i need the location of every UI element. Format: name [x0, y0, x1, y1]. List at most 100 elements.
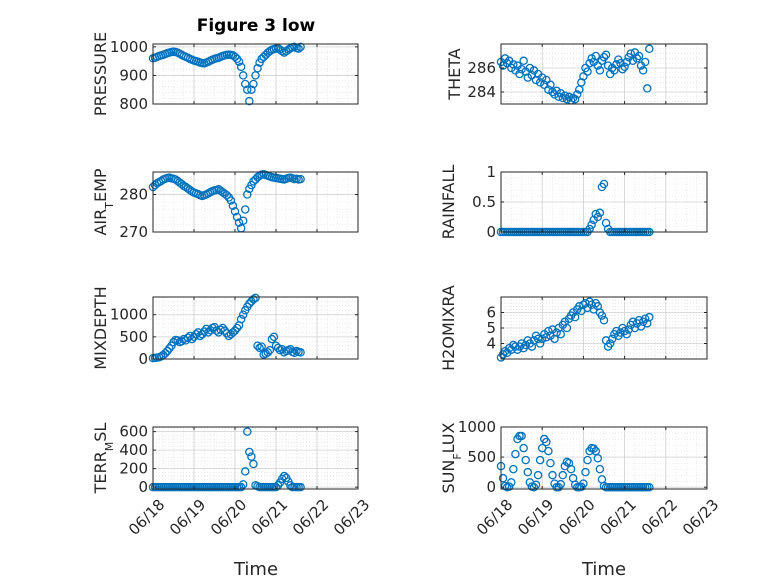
y-tick-label: 800	[119, 95, 148, 113]
data-point	[220, 326, 229, 335]
data-point	[570, 312, 580, 322]
data-point	[632, 54, 642, 63]
y-tick-label: 1000	[458, 418, 496, 436]
data-point	[645, 312, 654, 322]
x-tick-label: 06/23	[330, 496, 373, 539]
data-point	[593, 454, 603, 463]
subplot-terr_msl: 0200400600TERRMSL06/1806/1906/2006/2106/…	[91, 423, 373, 539]
data-point	[519, 56, 528, 66]
x-tick-label: 06/21	[597, 496, 640, 539]
data-point	[502, 58, 512, 68]
data-point	[542, 75, 551, 85]
y-tick-label: 200	[119, 460, 148, 478]
data-point	[523, 73, 533, 82]
data-point	[624, 325, 633, 334]
y-axis-label: PRESSURE	[91, 32, 110, 116]
data-point	[628, 56, 638, 66]
data-point	[546, 458, 555, 468]
data-point	[251, 293, 260, 303]
x-tick-label: 06/21	[248, 496, 291, 539]
y-axis-label: AIRTEMP	[91, 168, 116, 235]
data-point	[255, 343, 264, 353]
data-point	[603, 61, 613, 70]
data-point	[634, 51, 644, 61]
y-axis-label: SUNFLUX	[439, 422, 464, 493]
x-tick-label: 06/20	[555, 496, 598, 539]
data-point	[240, 79, 250, 89]
data-point	[585, 224, 594, 234]
y-tick-label: 1000	[110, 38, 148, 56]
data-point	[169, 337, 178, 347]
data-point	[593, 212, 603, 222]
data-point	[509, 464, 518, 474]
data-point	[533, 334, 543, 344]
data-point	[612, 60, 621, 69]
data-point	[509, 340, 518, 350]
data-point	[249, 294, 258, 304]
data-point	[595, 464, 605, 474]
data-point	[249, 79, 258, 89]
data-point	[640, 57, 650, 67]
x-tick-label: 06/23	[679, 496, 722, 539]
data-point	[540, 80, 549, 90]
data-point	[238, 480, 248, 489]
data-point	[519, 443, 528, 453]
data-point	[230, 52, 240, 62]
data-point	[269, 332, 279, 342]
data-point	[599, 315, 609, 325]
data-point	[183, 333, 193, 342]
data-point	[507, 478, 516, 487]
data-point	[226, 196, 236, 205]
data-point	[591, 51, 601, 61]
data-point	[558, 470, 568, 480]
data-point	[535, 455, 545, 465]
x-axis-label-left: Time	[233, 559, 278, 580]
data-point	[187, 334, 197, 344]
data-point	[630, 323, 640, 333]
data-point	[605, 339, 615, 348]
data-point	[500, 54, 510, 63]
data-point	[531, 480, 541, 490]
data-point	[556, 329, 565, 339]
data-point	[599, 179, 609, 189]
data-point	[249, 459, 258, 469]
data-point	[240, 467, 250, 476]
data-point	[645, 482, 654, 492]
data-point	[236, 314, 246, 324]
y-axis-label: THETA	[445, 48, 464, 100]
data-point	[296, 42, 305, 52]
x-axis-label-right: Time	[581, 559, 626, 580]
data-point	[230, 326, 240, 335]
data-point	[570, 94, 580, 104]
data-point	[173, 336, 182, 345]
data-point	[542, 437, 551, 447]
data-point	[245, 96, 254, 106]
data-point	[562, 94, 572, 104]
data-point	[238, 216, 248, 225]
data-point	[177, 337, 186, 346]
subplot-rainfall: 0 0.5 1 RAINFALL	[439, 163, 708, 241]
data-point	[230, 207, 240, 216]
y-tick-label: 0	[486, 478, 496, 496]
data-point	[544, 326, 553, 336]
y-tick-label: 0	[138, 350, 148, 368]
y-tick-label: 5	[486, 319, 496, 337]
y-tick-label: 400	[119, 441, 148, 459]
y-axis-label: H2OMIXRA	[439, 285, 458, 371]
data-point	[161, 348, 170, 358]
y-tick-label: 280	[119, 186, 148, 204]
axes-box	[500, 426, 708, 490]
data-point	[593, 61, 603, 70]
data-point	[290, 348, 299, 358]
data-point	[599, 52, 609, 62]
data-point	[581, 298, 590, 308]
data-point	[165, 344, 174, 353]
data-point	[216, 325, 225, 335]
data-point	[240, 205, 250, 214]
y-axis-label: RAINFALL	[439, 165, 458, 240]
data-point	[238, 71, 248, 80]
